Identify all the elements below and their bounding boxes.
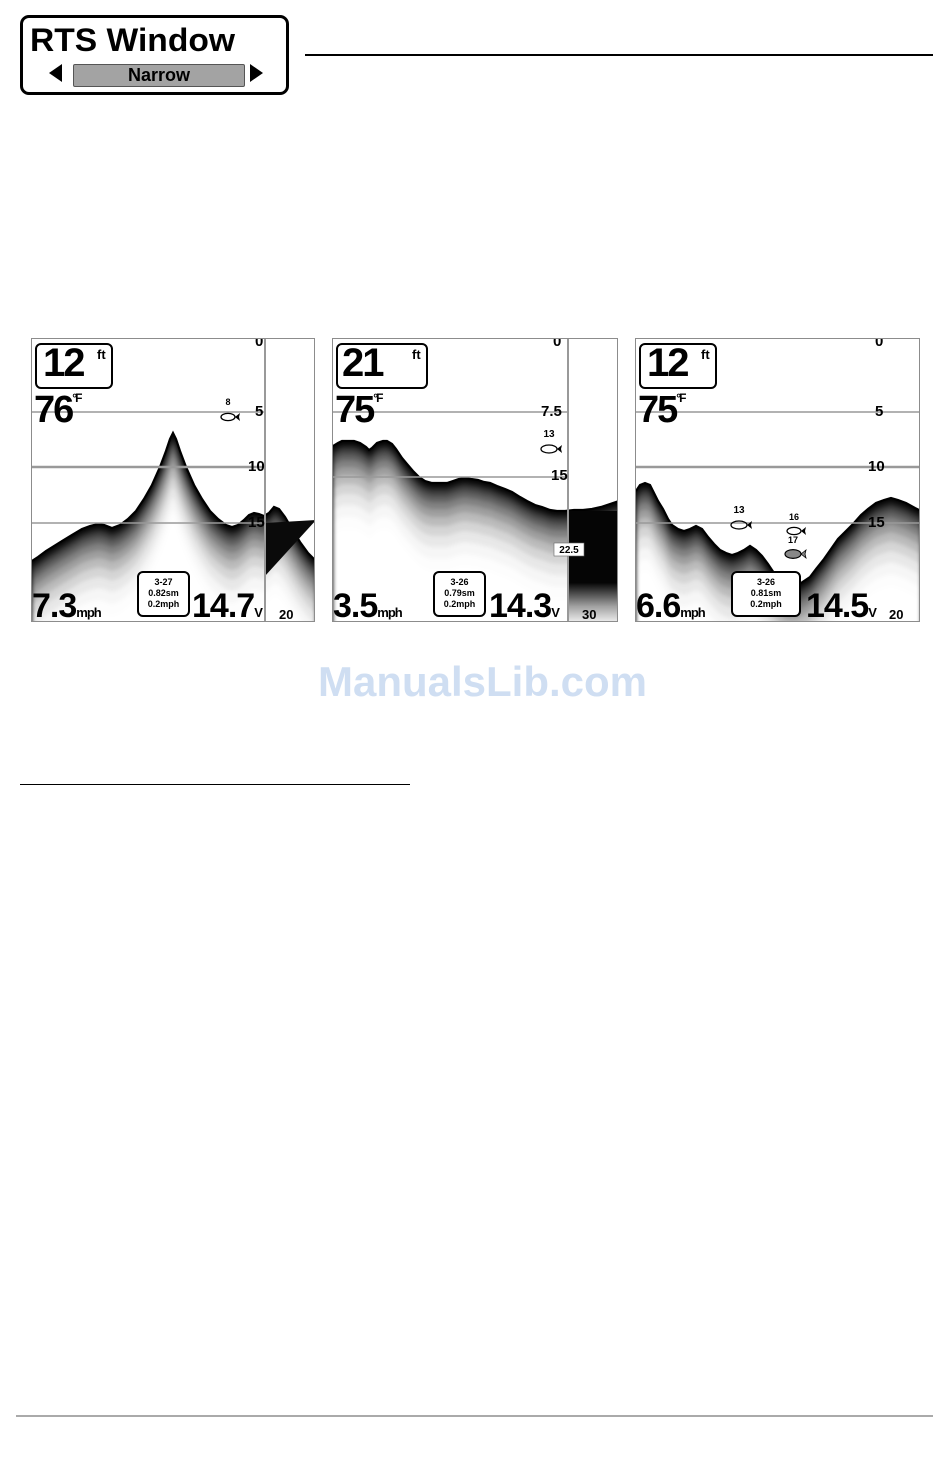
svg-text:13: 13 [733, 505, 745, 516]
svg-text:16: 16 [789, 512, 799, 522]
svg-text:13: 13 [543, 429, 555, 440]
svg-text:8: 8 [225, 397, 230, 407]
svg-text:22.5: 22.5 [559, 545, 579, 556]
svg-text:17: 17 [788, 535, 798, 545]
